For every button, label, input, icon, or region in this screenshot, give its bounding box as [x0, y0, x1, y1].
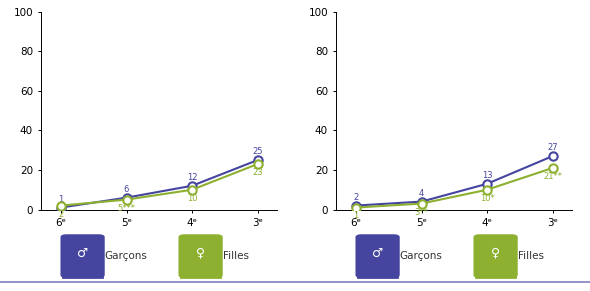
Text: 3**: 3** [415, 207, 428, 217]
Text: 2: 2 [58, 210, 64, 219]
Text: 12: 12 [187, 173, 197, 182]
Text: 21**: 21** [543, 172, 562, 181]
Text: 23: 23 [253, 168, 263, 177]
Text: Garçons: Garçons [400, 251, 442, 261]
Text: 5***: 5*** [117, 204, 136, 213]
Text: 4: 4 [419, 189, 424, 198]
Text: ♂: ♂ [77, 247, 88, 260]
Text: 27: 27 [548, 143, 558, 152]
Text: Garçons: Garçons [105, 251, 148, 261]
Text: 25: 25 [253, 147, 263, 156]
Text: 10*: 10* [480, 194, 494, 203]
Text: Filles: Filles [518, 251, 544, 261]
Text: Filles: Filles [223, 251, 249, 261]
Text: ♂: ♂ [372, 247, 384, 260]
Text: ♀: ♀ [196, 247, 205, 260]
Text: 10: 10 [187, 194, 197, 203]
Text: 1: 1 [353, 212, 359, 221]
Text: ♀: ♀ [491, 247, 500, 260]
Text: 2: 2 [353, 193, 359, 202]
Text: 1: 1 [58, 195, 64, 204]
Text: 13: 13 [482, 171, 493, 180]
Text: 6: 6 [124, 185, 129, 194]
